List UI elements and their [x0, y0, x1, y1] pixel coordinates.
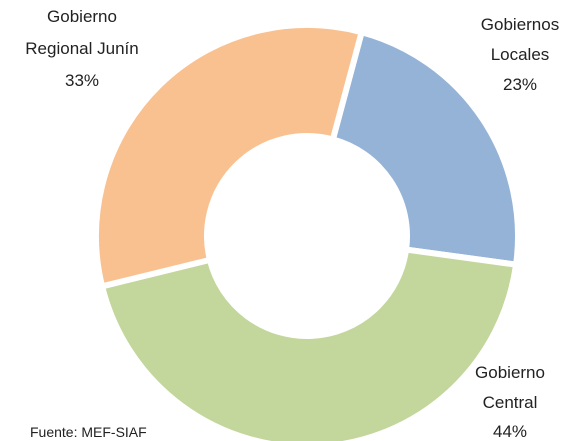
donut-segment [329, 28, 521, 269]
source: Fuente: MEF-SIAF [30, 424, 147, 440]
value-label: 33% [65, 71, 99, 90]
category-label: Gobiernos Locales [481, 15, 559, 64]
value-label: 23% [503, 75, 537, 94]
value-label: 44% [493, 422, 527, 441]
donut-segment [98, 246, 520, 441]
category-label: Gobierno Central [475, 363, 545, 412]
category-label: Gobierno Regional Junín [25, 7, 138, 58]
donut-segment [93, 22, 366, 290]
